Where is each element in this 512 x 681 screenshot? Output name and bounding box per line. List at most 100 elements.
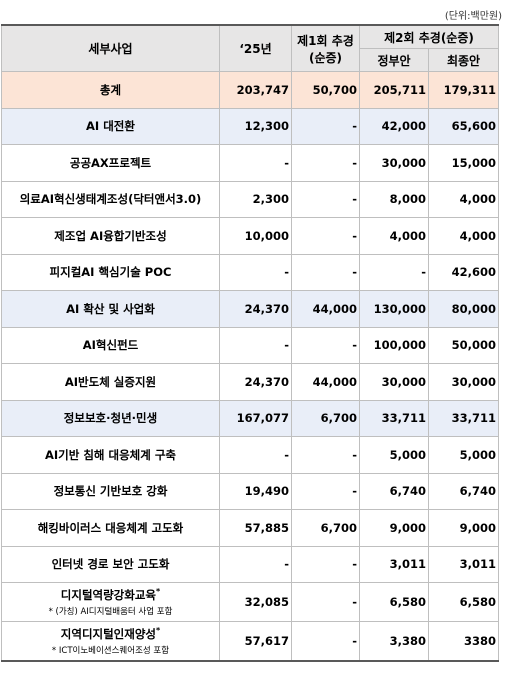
value-cell: 6,580 xyxy=(428,582,499,622)
item-name: 해킹바이러스 대응체계 고도화 xyxy=(37,520,184,535)
table-row: AI 대전환 12,300-42,000 65,600 xyxy=(1,107,499,145)
header-cell: 최종안 xyxy=(428,48,499,72)
value-cell: 3,011 xyxy=(428,545,499,583)
table-row: 정보통신 기반보호 강화 19,490-6,740 6,740 xyxy=(1,472,499,510)
value-cell: 42,600 xyxy=(428,253,499,291)
value-cell: 4,000 xyxy=(428,180,499,218)
item-cell: 해킹바이러스 대응체계 고도화 xyxy=(1,509,220,547)
value-cell: 30,000 xyxy=(359,144,429,182)
value-cell: - xyxy=(291,180,360,218)
value-cell: 3,011 xyxy=(359,545,429,583)
value-cell: 5,000 xyxy=(359,436,429,474)
item-name: 인터넷 경로 보안 고도화 xyxy=(51,557,170,572)
value-cell: 3,380 xyxy=(359,621,429,662)
table-body: 총계 203,747 50,700 205,711 179,311 AI 대전환 12,30… xyxy=(1,71,499,662)
value-cell: - xyxy=(219,326,292,364)
value-cell: 6,580 xyxy=(359,582,429,622)
table-row: AI 확산 및 사업화 24,370 44,000 130,000 80,000 xyxy=(1,290,499,328)
value-cell: - xyxy=(219,144,292,182)
value-cell: - xyxy=(219,436,292,474)
value-cell: 33,711 xyxy=(359,399,429,437)
value-cell: - xyxy=(291,621,360,662)
value-cell: 44,000 xyxy=(291,290,360,328)
item-cell: 총계 xyxy=(1,71,220,109)
header-cell: 세부사업 xyxy=(1,24,220,72)
unit-label: (단위:백만원) xyxy=(444,11,502,22)
value-cell: 12,300 xyxy=(219,107,292,145)
value-cell: 130,000 xyxy=(359,290,429,328)
item-cell: 정보보호·청년·민생 xyxy=(1,399,220,437)
value-cell: 19,490 xyxy=(219,472,292,510)
item-name: 정보보호·청년·민생 xyxy=(63,411,158,426)
value-cell: - xyxy=(291,436,360,474)
value-cell: 10,000 xyxy=(219,217,292,255)
table-row: 피지컬AI 핵심기술 POC - - -42,600 xyxy=(1,253,499,291)
item-name: 총계 xyxy=(99,82,122,97)
value-cell: 4,000 xyxy=(359,217,429,255)
item-cell: AI혁신펀드 xyxy=(1,326,220,364)
value-cell: 57,617 xyxy=(219,621,292,662)
item-cell: 의료AI혁신생태계조성(닥터앤서3.0) xyxy=(1,180,220,218)
item-cell: 인터넷 경로 보안 고도화 xyxy=(1,545,220,583)
table-row: AI기반 침해 대응체계 구축 - -5,000 5,000 xyxy=(1,436,499,474)
value-cell: 6,700 xyxy=(291,509,360,547)
value-cell: 4,000 xyxy=(428,217,499,255)
item-cell: 정보통신 기반보호 강화 xyxy=(1,472,220,510)
table-row: 정보보호·청년·민생 167,077 6,700 33,711 33,711 xyxy=(1,399,499,437)
header-cell: 제1회 추경 (순증) xyxy=(291,24,360,72)
value-cell: 179,311 xyxy=(428,71,499,109)
value-cell: 80,000 xyxy=(428,290,499,328)
value-cell: 5,000 xyxy=(428,436,499,474)
value-cell: - xyxy=(219,545,292,583)
item-cell: AI반도체 실증지원 xyxy=(1,363,220,401)
footnote: * (가칭) AI디지털배움터 사업 포함 xyxy=(48,607,173,617)
budget-table: 세부사업 ‘25년 제1회 추경 (순증) 제2회 추경(순증) 정부안 최종안 … xyxy=(1,24,499,662)
table-row: AI혁신펀드 - -100,000 50,000 xyxy=(1,326,499,364)
header-cell: ‘25년 xyxy=(219,24,292,72)
item-name: 피지컬AI 핵심기술 POC xyxy=(49,265,172,280)
value-cell: - xyxy=(291,107,360,145)
value-cell: 100,000 xyxy=(359,326,429,364)
value-cell: 9,000 xyxy=(359,509,429,547)
item-name: AI혁신펀드 xyxy=(82,338,139,353)
table-row: 의료AI혁신생태계조성(닥터앤서3.0) 2,300-8,000 4,000 xyxy=(1,180,499,218)
value-cell: 44,000 xyxy=(291,363,360,401)
table-row: 총계 203,747 50,700 205,711 179,311 xyxy=(1,71,499,109)
value-cell: 32,085 xyxy=(219,582,292,622)
value-cell: 30,000 xyxy=(359,363,429,401)
item-name: 지역디지털인재양성 xyxy=(60,626,157,641)
footnote: * ICT이노베이션스퀘어조성 포함 xyxy=(51,645,170,656)
value-cell: 6,740 xyxy=(359,472,429,510)
table-row: 제조업 AI융합기반조성 10,000-4,000 4,000 xyxy=(1,217,499,255)
value-cell: 24,370 xyxy=(219,290,292,328)
table-row: 디지털역량강화교육* * (가칭) AI디지털배움터 사업 포함 32,085-6,… xyxy=(1,582,499,622)
item-cell: 제조업 AI융합기반조성 xyxy=(1,217,220,255)
value-cell: 205,711 xyxy=(359,71,429,109)
value-cell: 65,600 xyxy=(428,107,499,145)
value-cell: - xyxy=(291,144,360,182)
table-row: 지역디지털인재양성* * ICT이노베이션스퀘어조성 포함 57,617-3,380… xyxy=(1,621,499,662)
value-cell: - xyxy=(291,217,360,255)
header-cell: 제2회 추경(순증) xyxy=(359,24,499,49)
value-cell: 167,077 xyxy=(219,399,292,437)
item-name: 디지털역량강화교육 xyxy=(60,588,157,602)
item-name: AI반도체 실증지원 xyxy=(64,374,157,389)
value-cell: - xyxy=(359,253,429,291)
value-cell: 6,740 xyxy=(428,472,499,510)
item-cell: AI기반 침해 대응체계 구축 xyxy=(1,436,220,474)
value-cell: 50,700 xyxy=(291,71,360,109)
value-cell: 24,370 xyxy=(219,363,292,401)
item-name: 정보통신 기반보호 강화 xyxy=(53,484,168,499)
table-row: AI반도체 실증지원 24,370 44,000 30,000 30,000 xyxy=(1,363,499,401)
value-cell: - xyxy=(291,253,360,291)
value-cell: 9,000 xyxy=(428,509,499,547)
value-cell: - xyxy=(291,545,360,583)
item-name: 의료AI혁신생태계조성(닥터앤서3.0) xyxy=(19,192,202,207)
item-name: AI 확산 및 사업화 xyxy=(66,301,155,316)
value-cell: - xyxy=(291,582,360,622)
header-line: 제1회 추경 xyxy=(297,33,354,48)
value-cell: - xyxy=(291,326,360,364)
header-line: (순증) xyxy=(308,50,343,65)
value-cell: 15,000 xyxy=(428,144,499,182)
